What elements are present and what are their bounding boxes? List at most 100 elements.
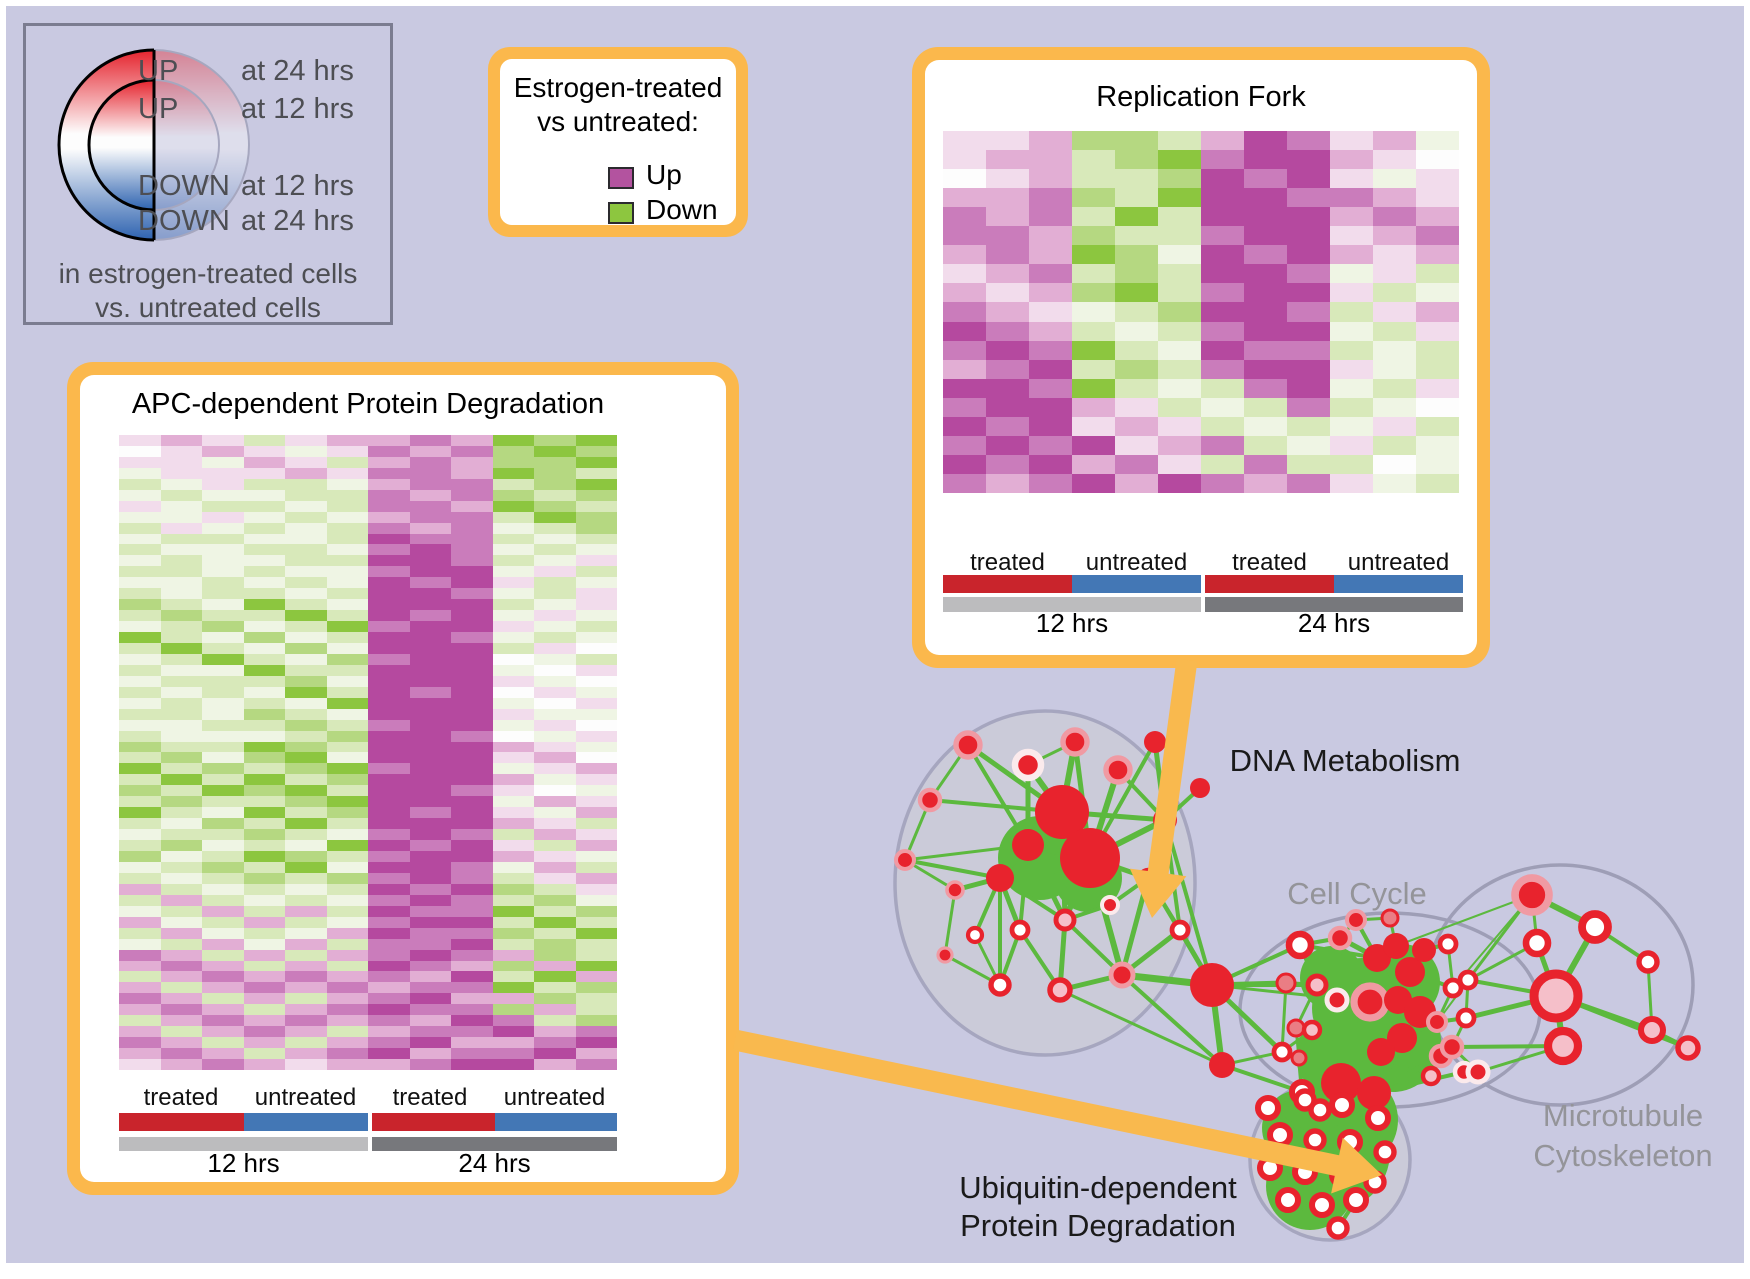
up-12-label: UP <box>138 93 179 125</box>
heatmap-cell <box>1029 321 1072 341</box>
heatmap-cell <box>368 774 410 786</box>
heatmap-cell <box>202 719 244 731</box>
heatmap-cell <box>575 1048 617 1060</box>
heatmap-cell <box>1201 378 1244 398</box>
heatmap-cell <box>368 1026 410 1038</box>
heatmap-cell <box>575 588 617 600</box>
heatmap-cell <box>285 467 327 479</box>
heatmap-cell <box>202 741 244 753</box>
heatmap-cell <box>285 522 327 534</box>
heatmap-cell <box>119 675 161 687</box>
heatmap-cell <box>943 169 986 189</box>
heatmap-cell <box>326 730 368 742</box>
panel-to-cluster-arrow <box>1129 658 1198 918</box>
heatmap-cell <box>534 1026 576 1038</box>
heatmap-cell <box>243 861 285 873</box>
heatmap-cell <box>492 763 534 775</box>
heatmap-cell <box>409 467 451 479</box>
heatmap-cell <box>119 1015 161 1027</box>
network-edge <box>903 858 1002 880</box>
heatmap-cell <box>1287 321 1330 341</box>
heatmap-cell <box>1416 473 1459 493</box>
heatmap-cell <box>368 566 410 578</box>
heatmap-cell <box>326 653 368 665</box>
heatmap-cell <box>1416 131 1459 151</box>
heatmap-cell <box>202 467 244 479</box>
heatmap-cell <box>368 610 410 622</box>
heatmap-cell <box>451 851 493 862</box>
heatmap-cell <box>492 511 534 523</box>
heatmap-cell <box>1115 473 1158 493</box>
replication-fork-title: Replication Fork <box>1096 81 1306 113</box>
heatmap-cell <box>1416 188 1459 208</box>
heatmap-cell <box>575 435 617 446</box>
heatmap-cell <box>1072 207 1115 227</box>
heatmap-cell <box>1029 283 1072 303</box>
heatmap-cell <box>1072 169 1115 189</box>
heatmap-cell <box>534 905 576 917</box>
heatmap-cell <box>1287 264 1330 284</box>
heatmap-cell <box>368 949 410 961</box>
heatmap-cell <box>451 1004 493 1016</box>
heatmap-cell <box>534 1015 576 1027</box>
heatmap-cell <box>368 621 410 633</box>
heatmap-cell <box>1244 150 1287 170</box>
heatmap-cell <box>326 796 368 808</box>
heatmap-cell <box>451 1059 493 1070</box>
heatmap-cell <box>409 621 451 633</box>
heatmap-cell <box>368 643 410 654</box>
heatmap-cell <box>160 982 202 994</box>
heatmap-cell <box>119 916 161 928</box>
heatmap-cell <box>492 1026 534 1038</box>
heatmap-cell <box>326 445 368 457</box>
network-node <box>1309 1192 1335 1218</box>
heatmap-cell <box>285 708 327 720</box>
heatmap-cell <box>575 1004 617 1016</box>
heatmap-cell <box>451 829 493 841</box>
heatmap-cell <box>534 664 576 676</box>
heatmap-cell <box>160 533 202 545</box>
heatmap-cell <box>119 949 161 961</box>
network-edge <box>1058 988 1224 1067</box>
heatmap-cell <box>326 566 368 578</box>
heatmap-cell <box>160 916 202 928</box>
heatmap-cell <box>986 473 1029 493</box>
heatmap-cell <box>243 533 285 545</box>
heatmap-cell <box>492 653 534 665</box>
heatmap-cell <box>1373 150 1416 170</box>
heatmap-cell <box>1115 454 1158 474</box>
heatmap-cell <box>202 949 244 961</box>
heatmap-cell <box>575 686 617 698</box>
heatmap-cell <box>1029 378 1072 398</box>
heatmap-cell <box>409 916 451 928</box>
heatmap-cell <box>202 686 244 698</box>
heatmap-cell <box>451 796 493 808</box>
heatmap-cell <box>160 489 202 501</box>
heatmap-cell <box>1072 302 1115 322</box>
heatmap-cell <box>160 861 202 873</box>
heatmap-cell <box>986 131 1029 151</box>
up-12-time: at 12 hrs <box>241 93 354 125</box>
heatmap-cell <box>492 1004 534 1016</box>
heatmap-cell <box>409 533 451 545</box>
heatmap-cell <box>160 1004 202 1016</box>
heatmap-cell <box>943 207 986 227</box>
heatmap-cell <box>575 1026 617 1038</box>
heatmap-cell <box>326 1048 368 1060</box>
heatmap-cell <box>451 467 493 479</box>
heatmap-cell <box>409 1004 451 1016</box>
heatmap-cell <box>1115 245 1158 265</box>
heatmap-cell <box>1330 473 1373 493</box>
heatmap-cell <box>1029 302 1072 322</box>
heatmap-cell <box>1201 188 1244 208</box>
heatmap-cell <box>534 927 576 939</box>
heatmap-cell <box>409 730 451 742</box>
heatmap-cell <box>575 818 617 830</box>
up-legend-label: Up <box>646 159 682 190</box>
heatmap-cell <box>285 960 327 972</box>
heatmap-cell <box>1373 416 1416 436</box>
heatmap-cell <box>575 653 617 665</box>
heatmap-cell <box>368 1037 410 1049</box>
heatmap-cell <box>160 905 202 917</box>
heatmap-cell <box>409 807 451 819</box>
